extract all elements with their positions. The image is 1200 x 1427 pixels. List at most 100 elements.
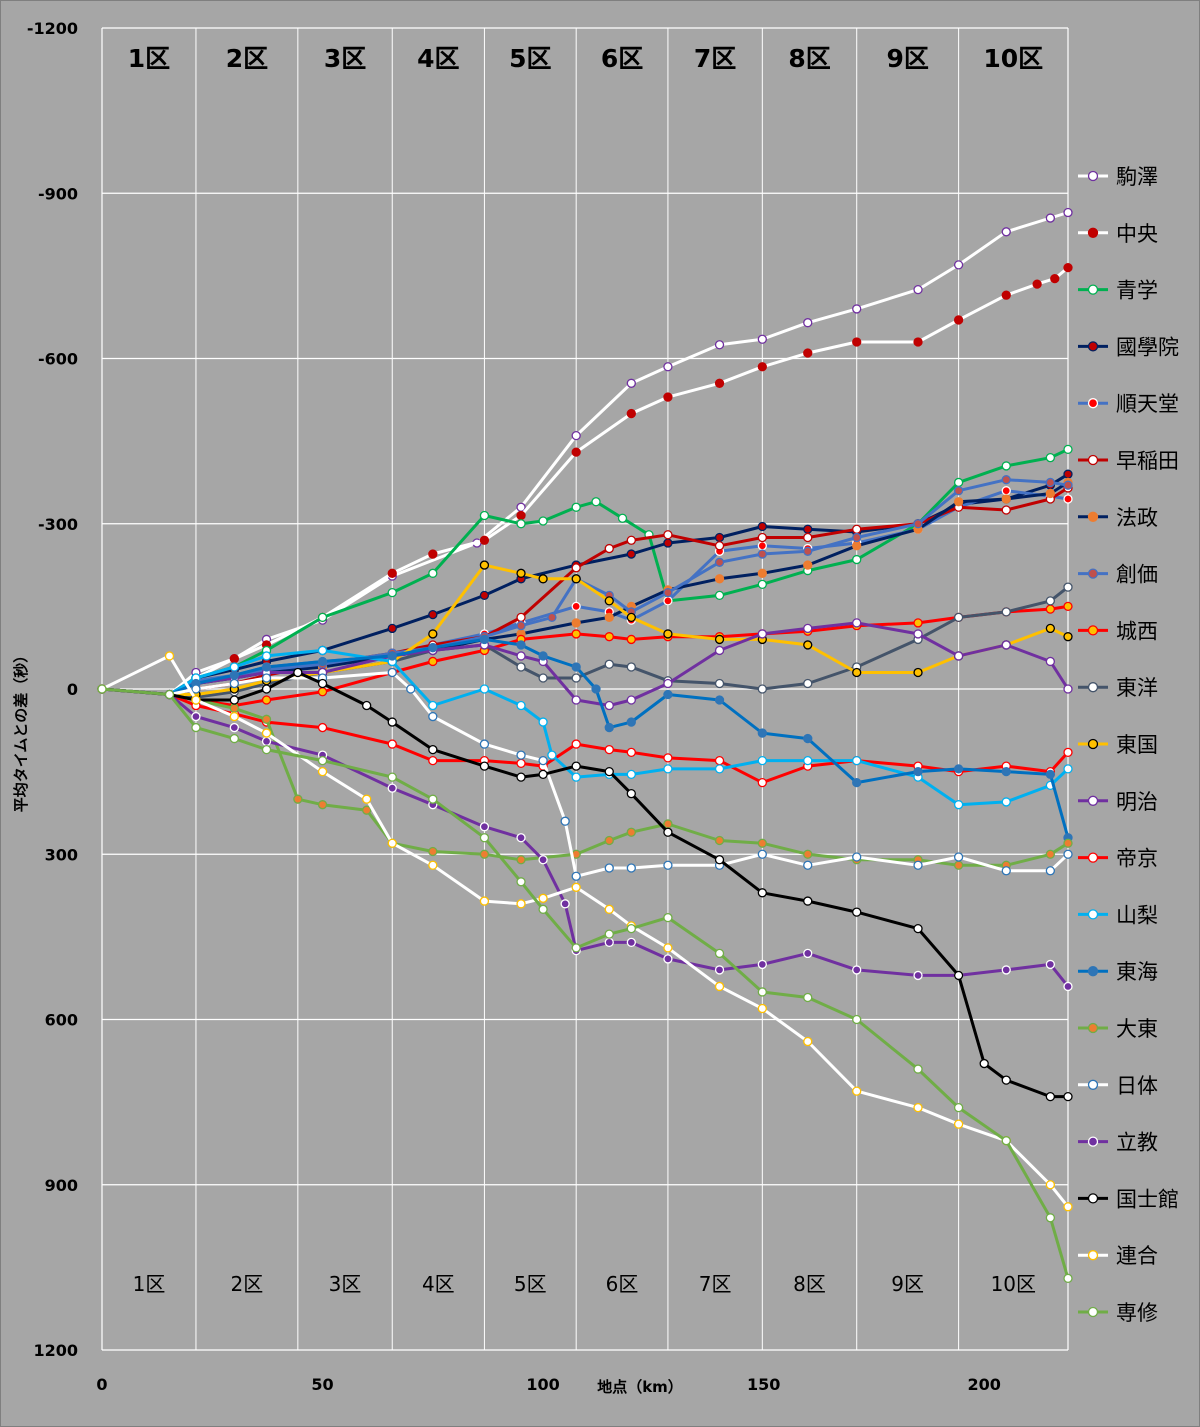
data-point [261,695,272,705]
data-point [516,519,526,529]
data-point [516,662,526,672]
data-point [1001,965,1011,975]
data-point [663,912,673,923]
data-point [362,700,372,711]
data-point [852,524,862,534]
data-point [803,992,813,1003]
data-point [757,755,767,766]
y-axis-label: 平均タイムとの差（秒） [12,648,30,813]
data-point [571,871,581,881]
series-line [101,448,1069,696]
axes: -1200 -900 -600 -300 0 300 600 900 1200 0 50 100 150… [27,19,1001,1394]
data-point [663,629,673,639]
data-point [591,497,601,507]
data-point [714,541,725,551]
data-point [1045,866,1056,876]
data-point [803,678,813,689]
data-point [604,700,614,711]
series-line [101,687,1070,1279]
data-point [261,736,272,746]
data-point [604,929,614,939]
data-point [1001,494,1011,504]
data-point [626,662,636,672]
data-point [852,304,862,314]
data-point [516,758,526,769]
data-point [953,1102,964,1113]
legend-entry: 立教 [1078,1131,1158,1155]
data-point [261,714,272,724]
legend-label: 順天堂 [1116,392,1179,416]
data-point [571,761,581,771]
section-boundaries: 1区 1区 2区 2区 3区 3区 4区 4区 5区 5区 6区 6区 7区 7区 8区 8区 9区 9区 10区 1… [128,28,1043,1350]
data-point [617,513,628,523]
data-point [229,711,239,722]
series-駒澤 [97,207,1073,700]
data-point [913,766,923,777]
data-point [604,744,614,755]
legend-entry: 東洋 [1078,676,1158,700]
data-point [571,574,581,584]
data-point [387,667,397,678]
data-point [164,651,175,661]
legend-swatch-marker [1087,795,1099,806]
data-point [803,733,813,744]
data-point [538,516,548,526]
data-point [560,816,570,826]
data-point [1063,764,1073,774]
legend-label: 青学 [1116,279,1158,303]
data-point [571,629,581,639]
data-point [714,557,725,567]
data-point [317,645,328,656]
section-label-top: 9区 [886,44,928,73]
legend-label: 大東 [1116,1017,1158,1041]
data-point [604,659,614,669]
data-point [714,755,725,766]
data-point [663,530,673,540]
legend-swatch-marker [1087,454,1099,466]
legend-swatch-marker [1087,1193,1099,1204]
data-point [387,739,397,749]
data-point [479,510,490,521]
data-point [803,560,813,570]
data-point [387,717,397,727]
data-point [953,486,964,496]
data-point [1063,838,1073,848]
legend-label: 東国 [1116,733,1158,757]
data-point [516,621,526,631]
x-tick-label: 100 [526,1375,559,1394]
data-point [913,337,923,347]
data-point [803,755,813,766]
legend-swatch-marker [1087,1250,1099,1261]
data-point [317,687,328,697]
legend-entry: 大東 [1078,1017,1158,1041]
data-point [852,965,862,975]
data-point [1045,959,1056,970]
legend-label: 創価 [1116,563,1158,587]
data-point [428,656,438,667]
data-point [757,629,767,639]
legend-swatch-marker [1087,738,1099,750]
data-point [1001,866,1011,876]
data-point [571,447,581,457]
data-point [1001,290,1011,300]
section-label-bottom: 8区 [793,1272,826,1296]
data-point [852,554,862,565]
legend-swatch-marker [1087,398,1099,409]
data-point [516,772,526,782]
data-point [626,789,636,799]
y-tick-label: -300 [38,515,78,534]
legend-entry: 青学 [1078,279,1158,303]
data-point [1045,656,1056,667]
data-point [229,722,239,733]
data-point [803,849,813,859]
data-point [1045,1180,1056,1190]
data-point [1045,596,1056,606]
data-point [1063,849,1073,859]
data-point [714,340,725,350]
data-point [953,651,964,661]
data-point [317,800,328,810]
data-point [293,794,303,804]
data-point [428,549,438,559]
series-法政 [97,477,1073,700]
series-lines [97,207,1073,1284]
